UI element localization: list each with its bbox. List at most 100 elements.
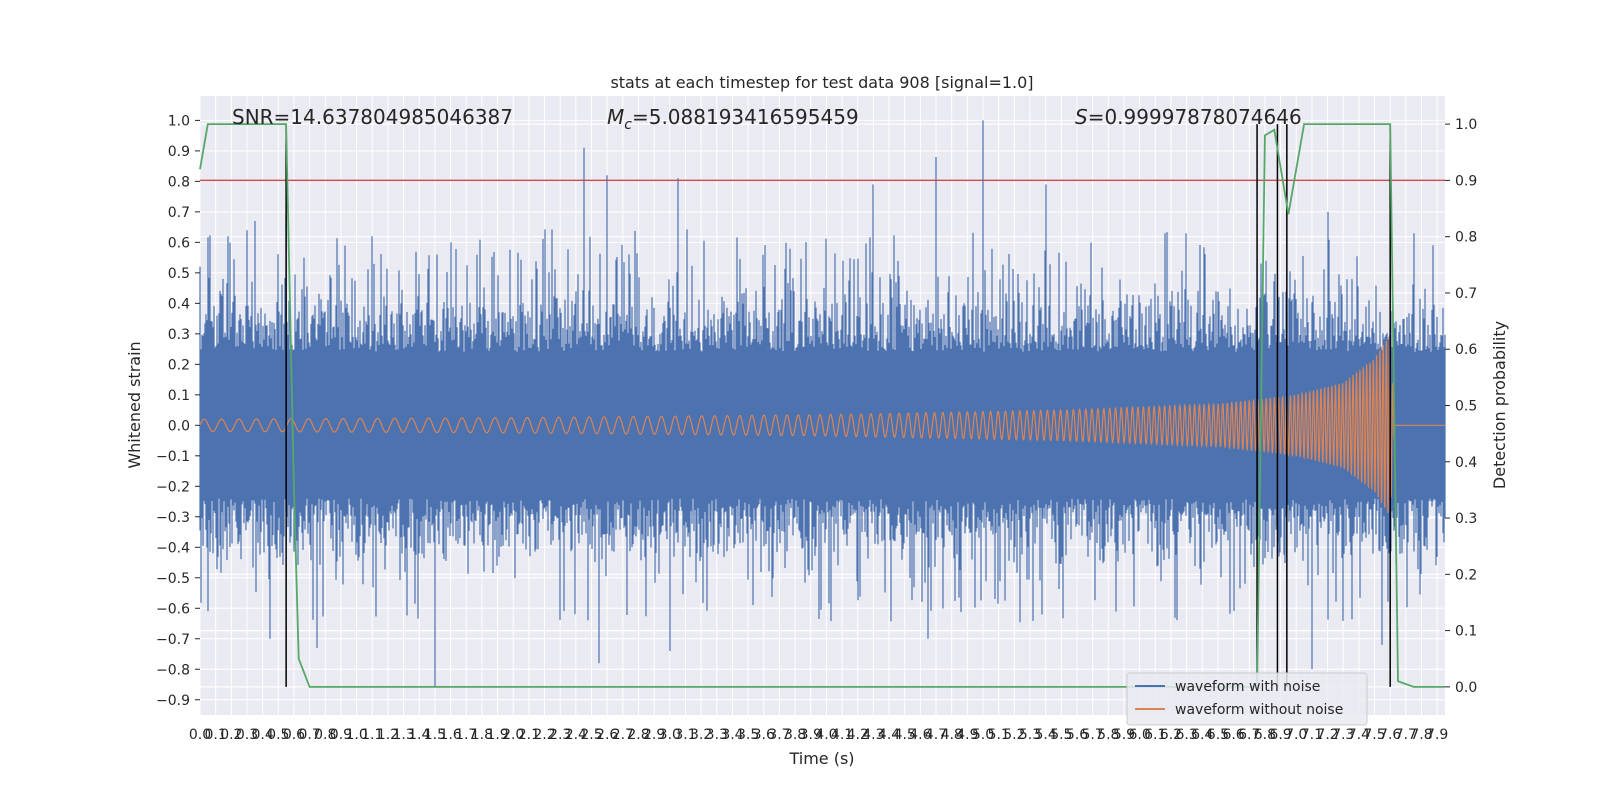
- x-tick-label: 5.4: [1035, 727, 1057, 743]
- x-tick-label: 1.4: [408, 727, 430, 743]
- y-left-tick-label: 0.2: [168, 357, 190, 373]
- x-tick-label: 6.5: [1207, 727, 1229, 743]
- x-tick-label: 0.8: [314, 727, 336, 743]
- x-tick-label: 6.1: [1144, 727, 1166, 743]
- legend-label-noise: waveform with noise: [1175, 679, 1320, 695]
- x-tick-label: 5.3: [1019, 727, 1041, 743]
- x-tick-label: 2.4: [565, 727, 587, 743]
- x-tick-label: 7.6: [1379, 727, 1401, 743]
- y-left-tick-label: −0.6: [156, 601, 190, 617]
- x-tick-label: 4.5: [894, 727, 916, 743]
- x-tick-label: 4.1: [831, 727, 853, 743]
- x-tick-label: 7.3: [1332, 727, 1354, 743]
- x-tick-label: 5.8: [1097, 727, 1119, 743]
- chart-title: stats at each timestep for test data 908…: [610, 73, 1033, 92]
- y-right-tick-label: 0.6: [1455, 342, 1477, 358]
- x-tick-label: 0.1: [205, 727, 227, 743]
- x-tick-label: 6.4: [1191, 727, 1213, 743]
- y-left-tick-label: −0.4: [156, 540, 190, 556]
- x-axis-label: Time (s): [788, 749, 854, 768]
- y-right-tick-label: 1.0: [1455, 117, 1477, 133]
- x-tick-label: 3.3: [706, 727, 728, 743]
- x-tick-label: 3.0: [659, 727, 681, 743]
- y-left-tick-label: −0.3: [156, 510, 190, 526]
- y-left-tick-label: −0.1: [156, 449, 190, 465]
- x-tick-label: 7.1: [1301, 727, 1323, 743]
- y-left-tick-labels: −0.9 −0.8 −0.7 −0.6 −0.5 −0.4 −0.3 −0.2 −0.1 0.0 0…: [156, 113, 200, 709]
- x-tick-label: 6.6: [1222, 727, 1244, 743]
- y-left-tick-label: 0.7: [168, 205, 190, 221]
- x-tick-label: 7.2: [1316, 727, 1338, 743]
- s-value: =0.99997878074646: [1088, 105, 1302, 129]
- y-right-tick-label: 0.5: [1455, 399, 1477, 415]
- x-tick-label: 0.4: [252, 727, 274, 743]
- x-tick-label: 4.3: [862, 727, 884, 743]
- x-tick-label: 7.0: [1285, 727, 1307, 743]
- y-right-tick-label: 0.1: [1455, 624, 1477, 640]
- x-tick-label: 1.6: [439, 727, 461, 743]
- x-tick-label: 5.9: [1113, 727, 1135, 743]
- x-tick-label: 0.6: [283, 727, 305, 743]
- detection-vlines: [285, 124, 1391, 687]
- y-left-tick-label: −0.7: [156, 632, 190, 648]
- x-tick-label: 0.5: [267, 727, 289, 743]
- x-tick-label: 3.1: [674, 727, 696, 743]
- x-tick-label: 6.0: [1128, 727, 1150, 743]
- x-tick-label: 1.3: [392, 727, 414, 743]
- x-tick-label: 2.5: [580, 727, 602, 743]
- y-right-tick-label: 0.0: [1455, 680, 1477, 696]
- snr-annotation: SNR=14.637804985046387: [232, 105, 513, 129]
- y-left-tick-label: 0.9: [168, 144, 190, 160]
- x-tick-label: 0.9: [330, 727, 352, 743]
- y-right-tick-label: 0.9: [1455, 173, 1477, 189]
- chirp-mass-symbol: M: [607, 105, 624, 129]
- x-tick-label: 1.8: [471, 727, 493, 743]
- s-annotation: S=0.99997878074646: [1075, 105, 1302, 129]
- y-left-tick-label: −0.9: [156, 693, 190, 709]
- x-tick-label: 4.6: [909, 727, 931, 743]
- x-tick-label: 4.0: [815, 727, 837, 743]
- y-right-tick-label: 0.4: [1455, 455, 1477, 471]
- x-tick-label: 1.9: [486, 727, 508, 743]
- legend: waveform with noise waveform without noi…: [1126, 672, 1368, 726]
- y-left-tick-label: 0.8: [168, 174, 190, 190]
- y-left-tick-label: 0.4: [168, 296, 190, 312]
- x-tick-label: 6.3: [1175, 727, 1197, 743]
- x-tick-label: 5.6: [1066, 727, 1088, 743]
- legend-box: [1126, 672, 1368, 726]
- x-tick-label: 6.7: [1238, 727, 1260, 743]
- x-tick-label: 3.7: [768, 727, 790, 743]
- x-tick-label: 7.5: [1363, 727, 1385, 743]
- s-symbol: S: [1075, 105, 1088, 129]
- x-tick-label: 1.2: [377, 727, 399, 743]
- legend-label-clean: waveform without noise: [1175, 702, 1343, 718]
- y-right-tick-label: 0.7: [1455, 286, 1477, 302]
- x-tick-label: 2.9: [643, 727, 665, 743]
- x-tick-label: 0.3: [236, 727, 258, 743]
- x-tick-label: 0.2: [220, 727, 242, 743]
- x-tick-label: 1.5: [424, 727, 446, 743]
- x-tick-label: 4.4: [878, 727, 900, 743]
- clean-waveform-path: [199, 334, 1445, 513]
- y-right-axis-label: Detection probability: [1490, 321, 1509, 489]
- x-tick-label: 2.1: [518, 727, 540, 743]
- x-tick-label: 7.4: [1348, 727, 1370, 743]
- x-tick-label: 5.0: [972, 727, 994, 743]
- x-tick-label: 3.2: [690, 727, 712, 743]
- x-tick-label: 2.6: [596, 727, 618, 743]
- x-tick-label: 6.2: [1160, 727, 1182, 743]
- y-right-tick-label: 0.2: [1455, 567, 1477, 583]
- chirp-mass-value: =5.088193416595459: [632, 105, 859, 129]
- probability-curve: [199, 123, 1445, 688]
- y-right-tick-label: 0.3: [1455, 511, 1477, 527]
- y-left-tick-label: 0.1: [168, 388, 190, 404]
- y-left-axis-label: Whitened strain: [125, 341, 144, 468]
- x-tick-label: 3.6: [753, 727, 775, 743]
- y-left-tick-label: −0.8: [156, 662, 190, 678]
- y-right-tick-labels: 0.0 0.1 0.2 0.3 0.4 0.5 0.6 0.7 0.8 0.9 1.0: [1445, 117, 1477, 696]
- chirp-mass-subscript: c: [624, 117, 632, 133]
- x-tick-label: 4.8: [941, 727, 963, 743]
- x-tick-label: 4.7: [925, 727, 947, 743]
- x-tick-label: 7.7: [1395, 727, 1417, 743]
